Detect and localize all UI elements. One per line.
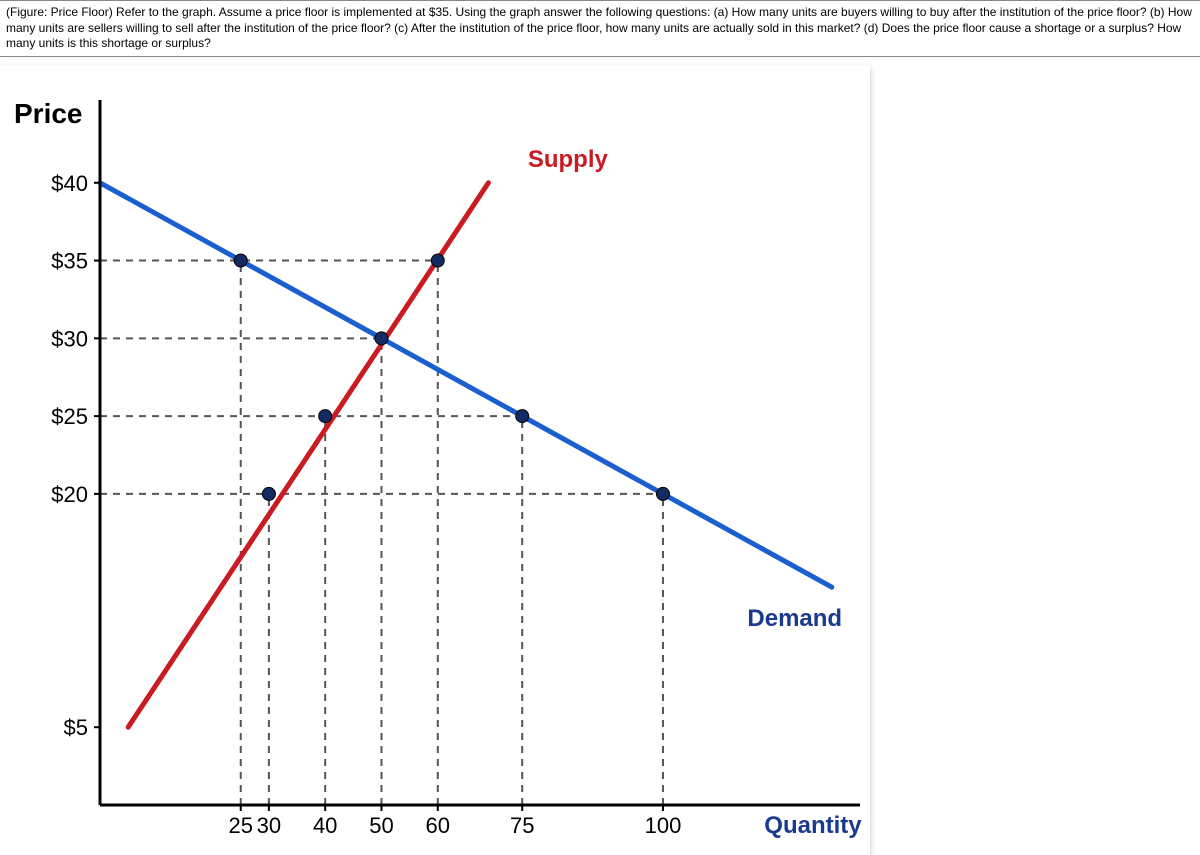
x-tick-label: 40 bbox=[313, 813, 337, 838]
supply-label: Supply bbox=[528, 146, 609, 173]
chart-marker bbox=[319, 409, 332, 422]
chart-marker bbox=[234, 254, 247, 267]
x-tick-label: 30 bbox=[257, 813, 281, 838]
demand-label: Demand bbox=[747, 605, 842, 632]
chart-marker bbox=[431, 254, 444, 267]
chart-marker bbox=[262, 487, 275, 500]
chart-marker bbox=[656, 487, 669, 500]
question-text: (Figure: Price Floor) Refer to the graph… bbox=[0, 0, 1200, 57]
y-tick-label: $25 bbox=[51, 404, 88, 429]
demand-line bbox=[100, 183, 832, 587]
x-tick-label: 50 bbox=[369, 813, 393, 838]
x-tick-label: 25 bbox=[228, 813, 252, 838]
price-floor-chart: $40 $35 $30 $25 $20 $5 2530 40 50 60 75 100 Price Qua… bbox=[0, 65, 870, 855]
chart-marker bbox=[516, 409, 529, 422]
chart-marker bbox=[375, 332, 388, 345]
y-tick-label: $30 bbox=[51, 326, 88, 351]
chart-container: $40 $35 $30 $25 $20 $5 2530 40 50 60 75 100 Price Qua… bbox=[0, 65, 870, 855]
x-tick-label: 60 bbox=[426, 813, 450, 838]
x-axis-title: Quantity bbox=[764, 812, 862, 839]
y-tick-label: $40 bbox=[51, 171, 88, 196]
x-tick-label: 75 bbox=[510, 813, 534, 838]
y-axis-title: Price bbox=[14, 98, 83, 129]
x-tick-label: 100 bbox=[645, 813, 682, 838]
y-tick-label: $5 bbox=[64, 715, 88, 740]
y-tick-label: $35 bbox=[51, 248, 88, 273]
y-tick-label: $20 bbox=[51, 482, 88, 507]
